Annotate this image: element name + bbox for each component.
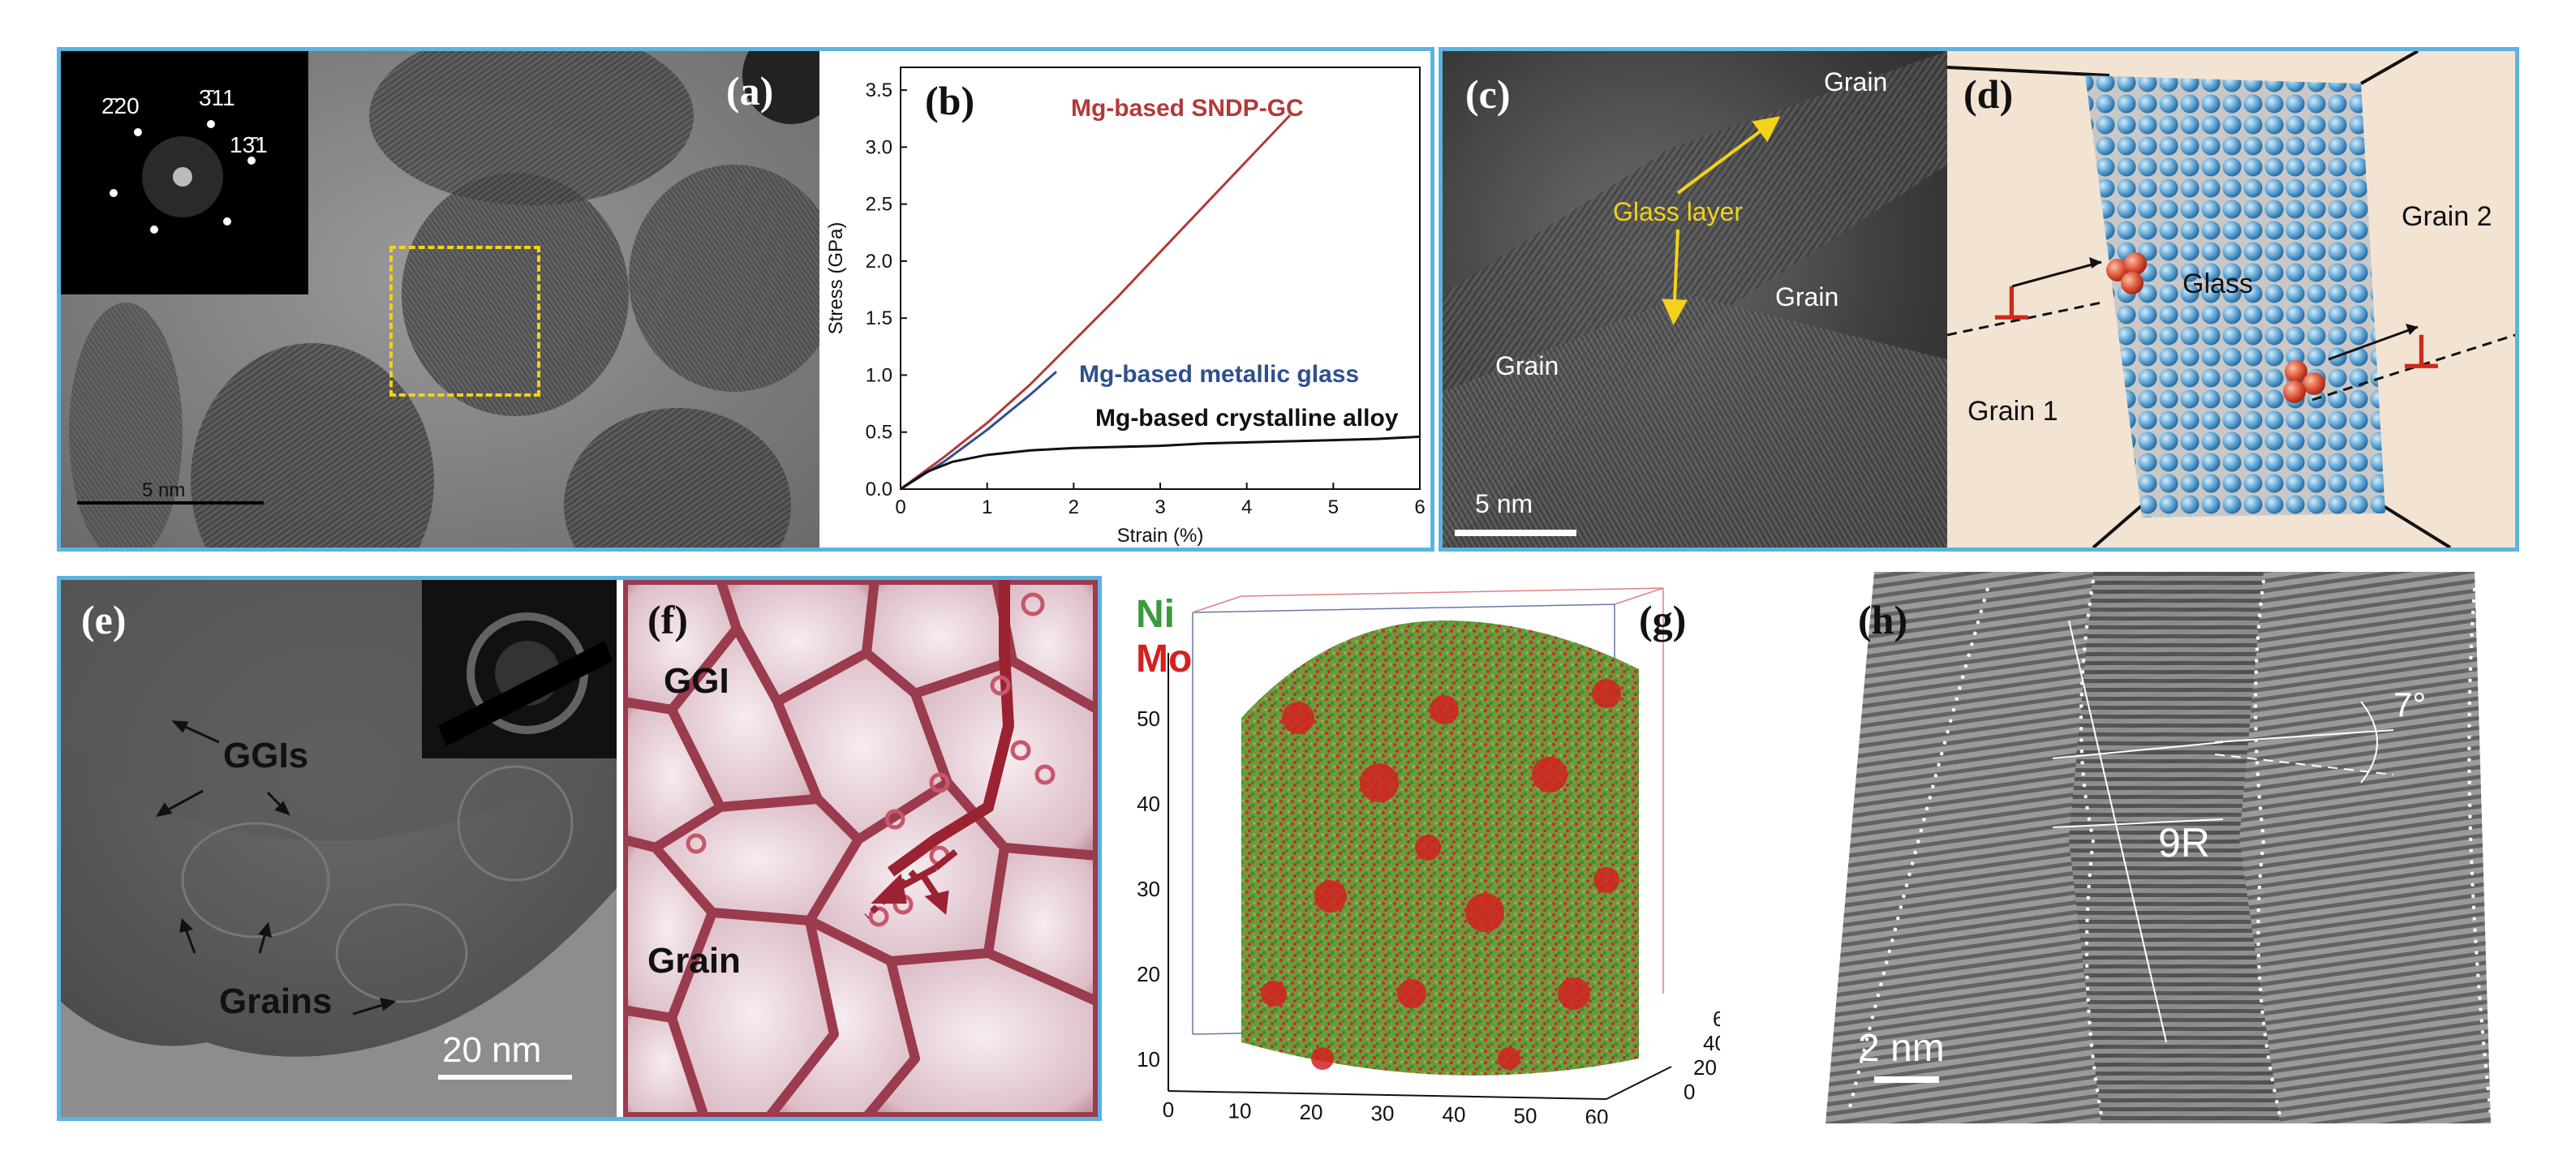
panel-h-scale-bar xyxy=(1874,1076,1939,1083)
x-tick-label: 0 xyxy=(1163,1097,1174,1122)
y-tick-label: 3.5 xyxy=(866,79,892,101)
panel-e-diffraction-inset xyxy=(422,580,617,758)
panel-a-label: (a) xyxy=(726,68,774,114)
panel-c-grain-top: Grain xyxy=(1824,67,1888,97)
panel-h-angle-label: 7° xyxy=(2393,685,2427,724)
y-tick-label: 1.5 xyxy=(866,307,892,329)
x-tick-label: 50 xyxy=(1514,1104,1537,1124)
panel-d-glass-label: Glass xyxy=(2183,268,2253,299)
panel-f-cells xyxy=(623,580,1098,1117)
panel-a-scale-bar xyxy=(77,501,264,505)
panel-h-label: (h) xyxy=(1858,597,1908,642)
panel-a-tem-image: 2̄20 3̄11 13̄1 5 nm (a) xyxy=(61,51,819,548)
x-tick-label: 6 xyxy=(1414,496,1425,518)
panel-e-grains-label: Grains xyxy=(219,981,333,1021)
series-line-3 xyxy=(900,435,1421,491)
series-label-sndp: Mg-based SNDP-GC xyxy=(1071,95,1304,122)
x-tick-label: 5 xyxy=(1328,496,1339,518)
x-tick-label: 1 xyxy=(982,496,992,518)
x-tick-label: 10 xyxy=(1228,1099,1252,1123)
panel-f-label: (f) xyxy=(647,597,688,642)
z-tick-label: 10 xyxy=(1137,1047,1160,1072)
panel-c-grain-mid: Grain xyxy=(1775,282,1839,311)
y-tick-label: 0.5 xyxy=(866,422,892,444)
panel-d-schematic: ⊥ ⊥ Glass Grain 1 Grain 2 (d) xyxy=(1947,51,2515,548)
series-label-crystalline: Mg-based crystalline alloy xyxy=(1095,405,1399,432)
panel-cd-frame xyxy=(1439,47,2519,552)
x-tick-label: 4 xyxy=(1241,496,1252,518)
panel-a-selection-box xyxy=(389,246,540,397)
panel-g-ni-label: Ni xyxy=(1136,593,1175,636)
fft-index-1: 2̄20 xyxy=(101,93,140,118)
panel-e-tem-image: GGIs Grains 20 nm (e) xyxy=(61,580,617,1117)
panel-e-ggis-label: GGIs xyxy=(223,736,309,775)
panel-ab-frame xyxy=(57,47,1434,552)
x-tick-label: 60 xyxy=(1585,1105,1609,1123)
panel-c-scale-bar xyxy=(1455,530,1576,536)
y-axis-label: Stress (GPa) xyxy=(825,222,847,335)
panel-b-label: (b) xyxy=(925,78,975,123)
panel-d-grain1-label: Grain 1 xyxy=(1967,396,2058,427)
panel-f-schematic: GGI Grain (f) xyxy=(623,580,1098,1117)
x-tick-label: 20 xyxy=(1300,1100,1323,1123)
y-tick-label: 20 xyxy=(1693,1055,1717,1080)
panel-c-arrows xyxy=(1662,116,1781,325)
panel-c-scale-label: 5 nm xyxy=(1475,489,1533,518)
glass-region xyxy=(2085,75,2385,518)
y-tick-label: 3.0 xyxy=(866,136,892,158)
panel-e-arrows xyxy=(155,720,397,1016)
z-tick-label: 30 xyxy=(1137,877,1160,901)
panel-e-scale-bar xyxy=(438,1075,572,1080)
panel-f-grain-label: Grain xyxy=(647,941,741,981)
z-tick-label: 20 xyxy=(1137,962,1160,986)
panel-g-plot: 102030405001020304050600204060 xyxy=(1137,587,1720,1124)
y-tick-label: 60 xyxy=(1713,1007,1720,1031)
panel-c-glass-layer: Glass layer xyxy=(1613,197,1744,226)
x-tick-label: 0 xyxy=(895,496,905,518)
series-label-glass: Mg-based metallic glass xyxy=(1079,361,1359,388)
y-tick-label: 0.0 xyxy=(866,479,892,500)
y-tick-label: 0 xyxy=(1684,1080,1695,1104)
panel-d-diagram: ⊥ ⊥ xyxy=(1947,51,2515,548)
panel-d-grain2-label: Grain 2 xyxy=(2402,201,2492,232)
panel-g-label: (g) xyxy=(1639,597,1687,642)
panel-g-apt-map: 102030405001020304050600204060 Ni Mo (g) xyxy=(1120,572,1720,1123)
panel-h-9r-label: 9R xyxy=(2158,820,2210,865)
panel-c-label: (c) xyxy=(1465,71,1511,117)
panel-c-tem-image: Grain Glass layer Grain Grain 5 nm (c) xyxy=(1443,51,1947,548)
panel-e-scale-label: 20 nm xyxy=(442,1030,542,1070)
panel-h-scale-label: 2 nm xyxy=(1858,1027,1945,1070)
panel-ef-frame xyxy=(57,576,1102,1121)
panel-g-mo-label: Mo xyxy=(1136,638,1193,681)
stress-strain-chart: 0 1 2 3 4 5 6 0.0 0.5 1.0 1.5 2.0 2.5 3.0 3.5 Strain (… xyxy=(825,67,1426,547)
fft-index-2: 3̄11 xyxy=(199,85,235,110)
y-tick-label: 2.5 xyxy=(866,194,892,216)
z-tick-label: 40 xyxy=(1137,792,1160,816)
x-axis-label: Strain (%) xyxy=(1117,525,1204,547)
panel-a-grains xyxy=(69,51,819,548)
panel-a-fft-inset: 2̄20 3̄11 13̄1 xyxy=(61,51,308,294)
y-tick-label: 40 xyxy=(1703,1031,1720,1055)
panel-h-tem-image: 9R 7° 2 nm (h) xyxy=(1826,572,2507,1123)
fft-index-3: 13̄1 xyxy=(230,132,268,157)
panel-e-label: (e) xyxy=(81,597,127,642)
dislocation-symbol-right: ⊥ xyxy=(2402,326,2441,377)
x-tick-label: 2 xyxy=(1069,496,1079,518)
x-tick-label: 3 xyxy=(1155,496,1165,518)
panel-c-grain-left: Grain xyxy=(1495,351,1559,380)
y-tick-label: 1.0 xyxy=(866,364,892,386)
dislocation-symbol-left: ⊥ xyxy=(1992,277,2032,329)
panel-b-chart: 0 1 2 3 4 5 6 0.0 0.5 1.0 1.5 2.0 2.5 3.0 3.5 Strain (… xyxy=(819,51,1430,548)
series-line-1 xyxy=(900,114,1292,491)
y-tick-label: 2.0 xyxy=(866,251,892,273)
z-tick-label: 50 xyxy=(1137,706,1160,731)
panel-d-label: (d) xyxy=(1963,71,2014,117)
x-tick-label: 30 xyxy=(1371,1102,1395,1124)
panel-a-scale-label: 5 nm xyxy=(142,479,186,501)
x-tick-label: 40 xyxy=(1443,1102,1466,1123)
panel-f-ggi-label: GGI xyxy=(664,661,729,701)
